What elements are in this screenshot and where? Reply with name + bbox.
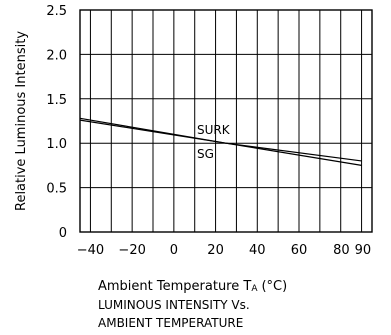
grid (80, 10, 372, 232)
y-tick-labels: 0 0.5 1.0 1.5 2.0 2.5 (46, 4, 67, 241)
series-label-sg: SG (197, 147, 214, 161)
y-tick-label: 1.0 (46, 137, 67, 152)
x-tick-label: 40 (249, 243, 266, 258)
y-tick-label: 0.5 (46, 182, 67, 197)
series-lines (79, 117, 362, 166)
x-tick-label: 90 (355, 243, 372, 258)
x-tick-label: 20 (207, 243, 224, 258)
y-axis-label: Relative Luminous Intensity (14, 31, 29, 211)
series-line-sg (79, 119, 362, 162)
x-axis-label-unit: (°C) (261, 279, 287, 294)
x-axis-label: Ambient Temperature TA (°C) (98, 279, 287, 294)
y-tick-label: 2.5 (46, 4, 67, 19)
y-tick-label: 1.5 (46, 93, 67, 108)
caption-line-1: LUMINOUS INTENSITY Vs. (98, 298, 250, 312)
y-tick-label: 0 (59, 226, 67, 241)
x-tick-label: 80 (333, 243, 350, 258)
plot-frame (79, 9, 373, 233)
y-tick-label: 2.0 (46, 48, 67, 63)
x-axis-label-main: Ambient Temperature T (98, 279, 251, 294)
x-tick-label: −20 (118, 243, 145, 258)
x-tick-label: −40 (77, 243, 104, 258)
x-axis-label-subscript: A (251, 284, 258, 294)
x-tick-label: 0 (170, 243, 178, 258)
x-tick-label: 60 (291, 243, 308, 258)
x-tick-labels: −40 −20 0 20 40 60 80 90 (77, 243, 371, 258)
series-label-surk: SURK (197, 123, 231, 137)
caption-line-2: AMBIENT TEMPERATURE (98, 316, 243, 330)
